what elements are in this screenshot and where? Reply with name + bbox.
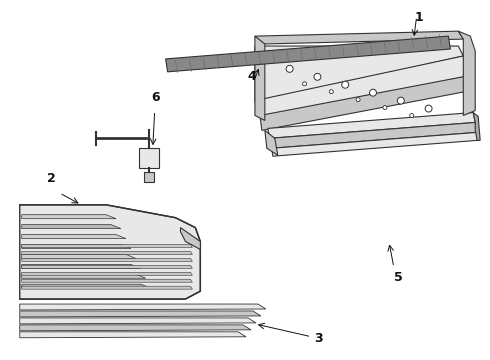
Text: 5: 5 — [394, 271, 403, 284]
Polygon shape — [22, 264, 141, 268]
Polygon shape — [22, 244, 131, 248]
Polygon shape — [255, 46, 464, 100]
Circle shape — [302, 82, 307, 86]
Polygon shape — [260, 76, 470, 130]
Polygon shape — [144, 172, 154, 182]
Text: 1: 1 — [414, 11, 423, 24]
Polygon shape — [458, 31, 475, 116]
Polygon shape — [20, 311, 261, 317]
Polygon shape — [20, 332, 246, 338]
Circle shape — [383, 105, 387, 109]
Polygon shape — [20, 205, 200, 299]
Polygon shape — [255, 56, 468, 121]
Circle shape — [342, 81, 349, 88]
Polygon shape — [180, 228, 200, 249]
Circle shape — [286, 66, 293, 72]
Polygon shape — [268, 113, 475, 138]
Circle shape — [410, 113, 414, 117]
Text: 3: 3 — [315, 332, 323, 345]
Polygon shape — [255, 36, 265, 121]
Circle shape — [314, 73, 321, 80]
Circle shape — [397, 97, 404, 104]
Polygon shape — [22, 251, 193, 255]
Polygon shape — [270, 122, 477, 148]
Polygon shape — [22, 279, 193, 282]
Circle shape — [329, 90, 333, 94]
Circle shape — [356, 98, 360, 102]
Polygon shape — [139, 148, 159, 168]
Polygon shape — [20, 304, 266, 310]
Circle shape — [425, 105, 432, 112]
Polygon shape — [166, 36, 450, 72]
Polygon shape — [473, 113, 480, 140]
Polygon shape — [22, 215, 116, 219]
Polygon shape — [22, 274, 146, 278]
Polygon shape — [22, 286, 193, 289]
Polygon shape — [20, 318, 256, 324]
Polygon shape — [22, 258, 193, 261]
Polygon shape — [265, 130, 278, 155]
Polygon shape — [22, 284, 151, 288]
Text: 4: 4 — [247, 70, 256, 83]
Polygon shape — [255, 31, 464, 44]
Polygon shape — [22, 255, 136, 258]
Circle shape — [369, 89, 376, 96]
Polygon shape — [22, 244, 193, 247]
Polygon shape — [22, 225, 121, 229]
Polygon shape — [22, 272, 193, 275]
Polygon shape — [272, 132, 478, 156]
Text: 6: 6 — [151, 91, 160, 104]
Polygon shape — [20, 325, 251, 331]
Polygon shape — [22, 265, 193, 268]
Polygon shape — [22, 235, 126, 239]
Text: 2: 2 — [47, 172, 56, 185]
